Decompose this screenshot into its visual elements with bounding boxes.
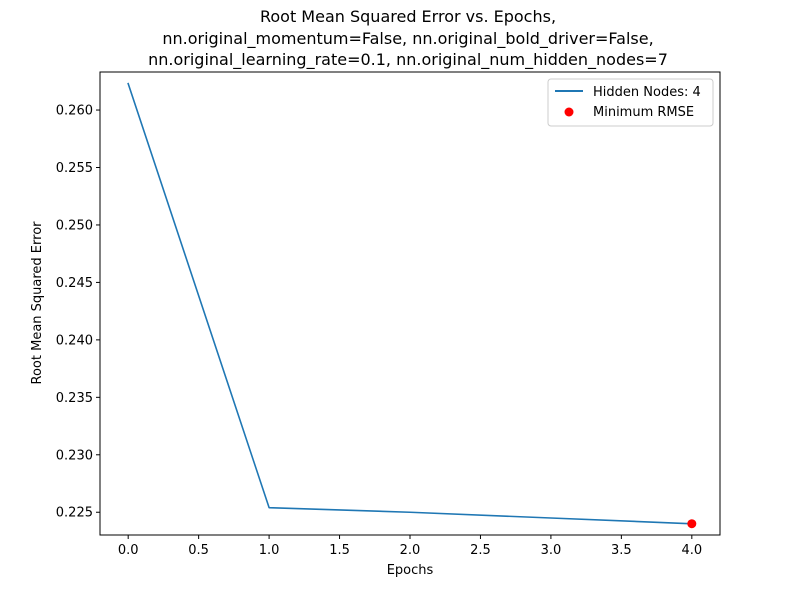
chart-title-line-2: nn.original_momentum=False, nn.original_…: [162, 29, 653, 49]
minimum-rmse-marker: [687, 519, 697, 529]
legend-frame: [547, 78, 714, 127]
y-tick-label: 0.250: [56, 218, 93, 233]
x-tick-label: 4.0: [681, 543, 702, 558]
y-tick-label: 0.230: [56, 448, 93, 463]
y-tick-label: 0.225: [56, 506, 93, 521]
y-tick-label: 0.245: [56, 276, 93, 291]
x-axis-label: Epochs: [387, 563, 434, 578]
series-line-1: [127, 82, 693, 525]
y-axis-label: Root Mean Squared Error: [30, 221, 45, 385]
x-tick-label: 3.5: [611, 543, 632, 558]
legend-marker-swatch: [564, 107, 574, 117]
legend-label-series: Hidden Nodes: 4: [593, 85, 701, 100]
y-tick-label: 0.240: [56, 333, 93, 348]
x-tick-label: 1.5: [329, 543, 350, 558]
plot-area: 0.0 0.5 1.0 1.5 2.0 2.5 3.0 3.5 4.0 0.225 0.230 0.2…: [56, 71, 721, 558]
legend-label-minimum: Minimum RMSE: [593, 105, 694, 120]
y-tick-label: 0.260: [56, 104, 93, 119]
x-tick-label: 2.5: [470, 543, 491, 558]
x-tick-label: 3.0: [541, 543, 562, 558]
x-tick-label: 0.5: [188, 543, 209, 558]
y-tick-label: 0.235: [56, 391, 93, 406]
x-tick-label: 0.0: [118, 543, 139, 558]
legend: Hidden Nodes: 4 Minimum RMSE: [547, 78, 714, 127]
chart-title-line-3: nn.original_learning_rate=0.1, nn.origin…: [148, 50, 668, 70]
chart-title-line-1: Root Mean Squared Error vs. Epochs,: [260, 7, 556, 26]
x-tick-label: 2.0: [400, 543, 421, 558]
x-tick-label: 1.0: [259, 543, 280, 558]
y-tick-label: 0.255: [56, 161, 93, 176]
